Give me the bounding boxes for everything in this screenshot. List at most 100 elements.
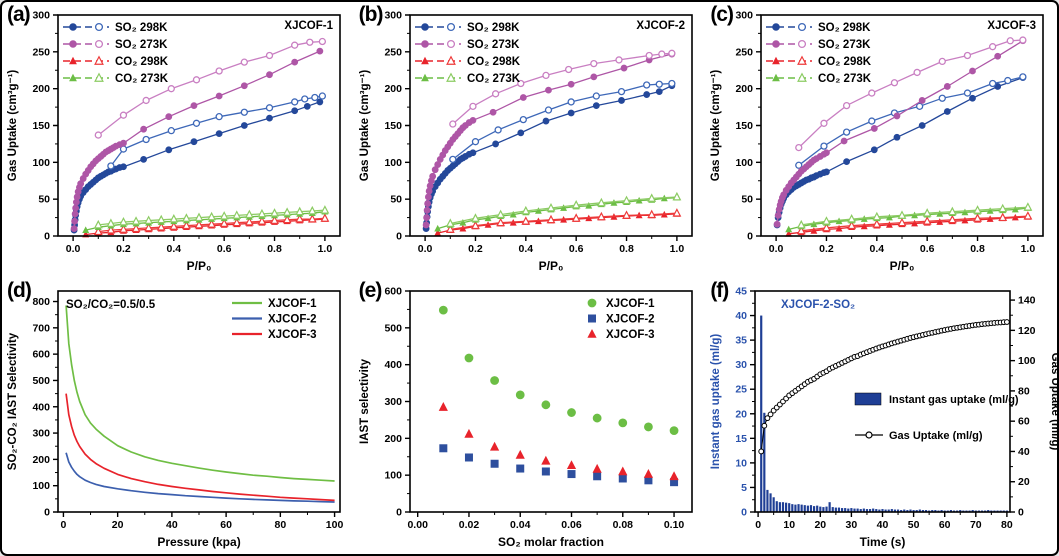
svg-text:0.10: 0.10 [663,519,684,531]
svg-text:CO₂ 273K: CO₂ 273K [467,73,521,85]
svg-text:400: 400 [32,401,50,413]
svg-text:70: 70 [970,519,982,531]
svg-text:0.02: 0.02 [458,519,479,531]
svg-text:100: 100 [384,157,402,169]
panel-label-a: (a) [7,3,31,26]
svg-text:30: 30 [846,519,858,531]
chart-f-uptake-kinetics: 0 10 20 30 40 50 60 70 80 0 5 10 15 20 25 30 35 40 45 0 20 40… [710,286,1058,550]
svg-text:XJCOF-2: XJCOF-2 [268,314,317,326]
svg-text:500: 500 [32,375,50,387]
svg-text:0.2: 0.2 [116,243,131,255]
svg-text:200: 200 [384,83,402,95]
panel-label-d: (d) [7,279,32,302]
svg-text:0.0: 0.0 [417,243,432,255]
svg-text:40: 40 [166,519,178,531]
svg-text:250: 250 [32,46,50,58]
svg-text:0.6: 0.6 [920,243,935,255]
svg-text:600: 600 [384,286,402,298]
svg-text:XJCOF-2: XJCOF-2 [606,314,655,326]
svg-text:30: 30 [736,359,748,371]
svg-text:250: 250 [736,46,754,58]
svg-text:0.2: 0.2 [468,243,483,255]
panel-f: (f) 0 10 20 30 40 50 60 70 80 0 5 10 15 20 25 30 35 40 45 0… [705,278,1057,554]
svg-text:0: 0 [61,519,67,531]
svg-text:15: 15 [736,433,748,445]
svg-text:0.8: 0.8 [619,243,634,255]
svg-text:CO₂ 298K: CO₂ 298K [115,56,169,68]
svg-text:0: 0 [1018,507,1024,519]
svg-text:Gas Uptake (cm³g⁻¹): Gas Uptake (cm³g⁻¹) [359,70,371,182]
svg-text:700: 700 [32,322,50,334]
svg-text:50: 50 [38,194,50,206]
svg-text:XJCOF-2-SO₂: XJCOF-2-SO₂ [781,299,855,311]
svg-text:1.0: 1.0 [318,243,333,255]
svg-text:0: 0 [747,231,753,243]
svg-text:CO₂ 273K: CO₂ 273K [115,73,169,85]
svg-text:40: 40 [736,310,748,322]
svg-text:Instant gas uptake (ml/g): Instant gas uptake (ml/g) [710,334,722,470]
svg-text:0.06: 0.06 [561,519,582,531]
svg-text:100: 100 [1018,355,1036,367]
svg-text:500: 500 [384,322,402,334]
svg-text:0.6: 0.6 [217,243,232,255]
svg-text:300: 300 [384,10,402,22]
svg-text:10: 10 [736,457,748,469]
svg-text:10: 10 [784,519,796,531]
svg-text:100: 100 [326,519,344,531]
svg-text:25: 25 [736,384,748,396]
svg-text:200: 200 [736,83,754,95]
svg-text:Time (s): Time (s) [860,535,906,549]
panel-label-c: (c) [710,3,734,26]
svg-text:XJCOF-2: XJCOF-2 [636,20,685,32]
panel-b: (b) 0.0 0.2 0.4 0.6 0.8 1.0 0 50 100 150 200 250 300… [354,2,706,278]
svg-text:0.4: 0.4 [167,243,182,255]
svg-text:200: 200 [32,454,50,466]
svg-text:120: 120 [1018,325,1036,337]
svg-text:XJCOF-3: XJCOF-3 [988,20,1037,32]
svg-text:0.0: 0.0 [769,243,784,255]
svg-text:0.8: 0.8 [971,243,986,255]
panel-a: (a) 0.0 0.2 0.4 0.6 0.8 1.0 0 50 100 150 200 250 300… [2,2,354,278]
svg-text:0: 0 [44,507,50,519]
svg-text:CO₂ 273K: CO₂ 273K [818,73,872,85]
svg-text:IAST selectivity: IAST selectivity [359,358,371,444]
svg-text:SO₂ 273K: SO₂ 273K [818,39,871,51]
svg-text:P/P₀: P/P₀ [187,259,212,273]
chart-a-isotherm-xjcof1: 0.0 0.2 0.4 0.6 0.8 1.0 0 50 100 150 200 250 300 P/P₀… [7,10,341,273]
svg-text:100: 100 [736,157,754,169]
svg-text:SO₂ 273K: SO₂ 273K [467,39,520,51]
svg-text:XJCOF-1: XJCOF-1 [284,20,333,32]
svg-text:300: 300 [32,428,50,440]
svg-text:SO₂ 298K: SO₂ 298K [467,22,520,34]
svg-text:60: 60 [220,519,232,531]
svg-text:5: 5 [741,482,747,494]
panel-d: (d) 0 20 40 60 80 100 0 100 200 300 400 500 600 700 80… [2,278,354,554]
svg-text:XJCOF-3: XJCOF-3 [606,329,655,341]
svg-text:80: 80 [1018,385,1030,397]
svg-text:Gas Uptake (ml/g): Gas Uptake (ml/g) [1049,353,1058,451]
svg-text:0: 0 [396,231,402,243]
svg-text:600: 600 [32,349,50,361]
svg-text:1.0: 1.0 [669,243,684,255]
panel-label-b: (b) [358,3,384,26]
svg-text:40: 40 [1018,446,1030,458]
svg-text:Gas Uptake (cm³g⁻¹): Gas Uptake (cm³g⁻¹) [710,70,722,182]
panel-label-f: (f) [710,279,729,302]
svg-text:300: 300 [736,10,754,22]
svg-text:XJCOF-1: XJCOF-1 [606,298,655,310]
panel-label-e: (e) [358,279,383,302]
svg-text:100: 100 [32,157,50,169]
svg-text:250: 250 [384,46,402,58]
panel-e: (e) 0.00 0.02 0.04 0.06 0.08 0.10 0 100 200 300 40… [354,278,706,554]
svg-text:400: 400 [384,359,402,371]
svg-text:300: 300 [384,396,402,408]
svg-text:50: 50 [390,194,402,206]
svg-text:60: 60 [1018,416,1030,428]
svg-text:CO₂ 298K: CO₂ 298K [467,56,521,68]
svg-text:0: 0 [396,507,402,519]
svg-text:140: 140 [1018,295,1036,307]
svg-text:0: 0 [756,519,762,531]
svg-text:150: 150 [32,120,50,132]
svg-text:60: 60 [939,519,951,531]
